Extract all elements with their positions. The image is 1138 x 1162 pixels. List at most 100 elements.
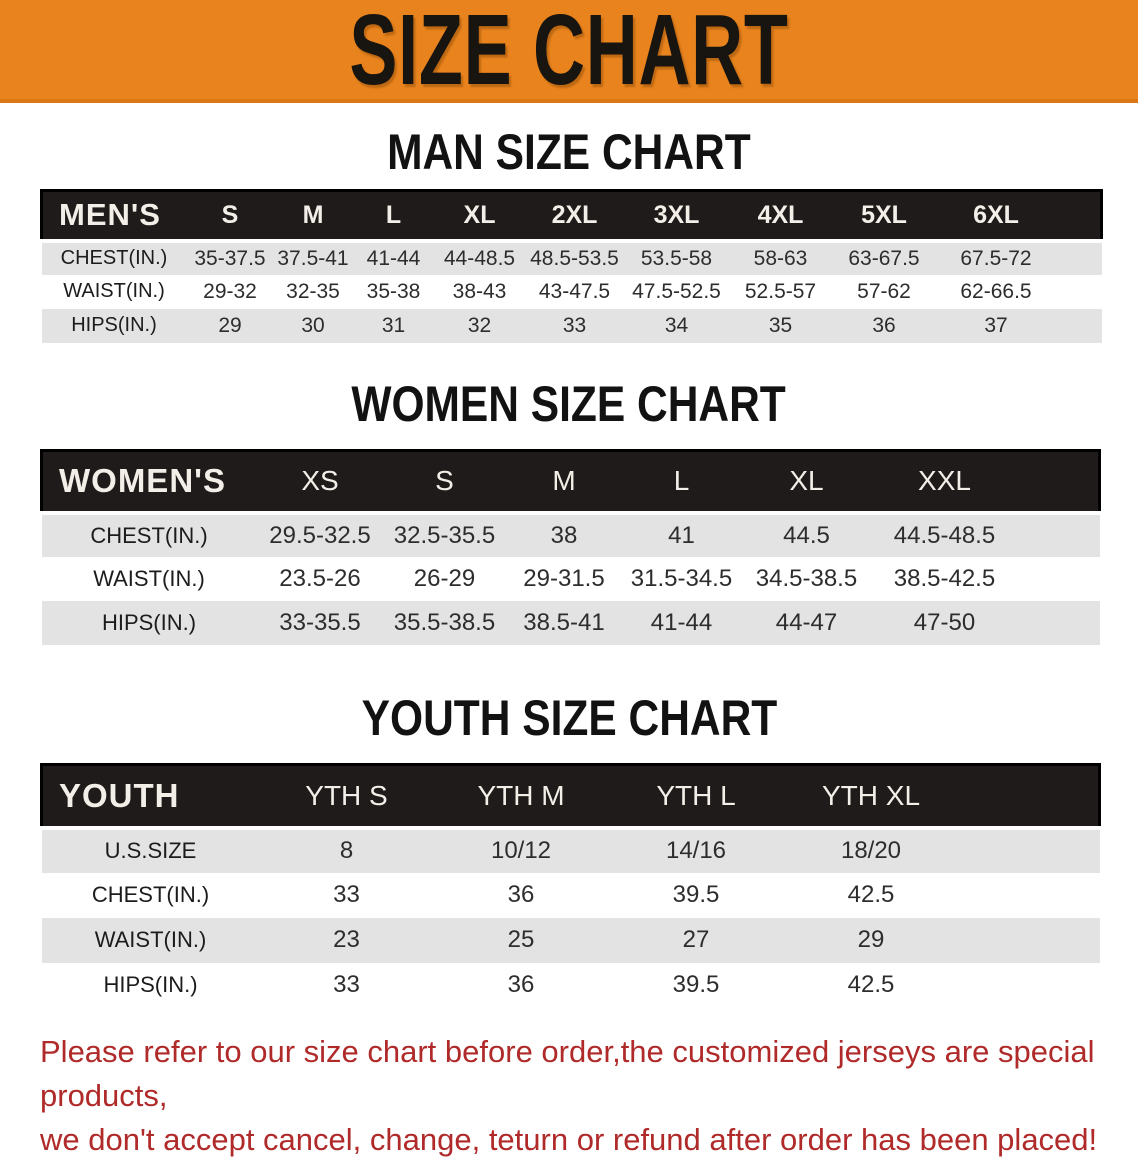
- cell-filler: [958, 827, 1100, 873]
- cell: 35: [728, 308, 833, 343]
- cell: 36: [433, 962, 609, 1008]
- men-col-2xl: 2XL: [524, 189, 625, 243]
- cell: 36: [832, 308, 936, 343]
- cell: 53.5-58: [624, 240, 729, 275]
- youth-ussize-row: U.S.SIZE 8 10/12 14/16 18/20: [41, 827, 1100, 873]
- row-label: WAIST(IN.): [41, 274, 187, 309]
- cell: 39.5: [608, 872, 784, 918]
- cell: 67.5-72: [935, 240, 1057, 275]
- men-col-xl: XL: [434, 189, 525, 243]
- women-hips-row: HIPS(IN.) 33-35.5 35.5-38.5 38.5-41 41-4…: [41, 601, 1100, 645]
- cell: 27: [608, 917, 784, 963]
- men-waist-row: WAIST(IN.) 29-32 32-35 35-38 38-43 43-47…: [41, 274, 1102, 309]
- cell: 44.5: [740, 513, 873, 557]
- youth-waist-row: WAIST(IN.) 23 25 27 29: [41, 917, 1100, 963]
- women-col-s: S: [383, 448, 506, 515]
- women-col-filler: [1016, 448, 1101, 515]
- cell: 23: [259, 917, 434, 963]
- cell: 32.5-35.5: [383, 513, 506, 557]
- row-label: WAIST(IN.): [41, 917, 260, 963]
- youth-table-header-row: YOUTH YTH S YTH M YTH L YTH XL: [40, 763, 1101, 830]
- men-size-table: MEN'S S M L XL 2XL 3XL 4XL 5XL 6XL CHEST…: [40, 189, 1103, 343]
- women-waist-row: WAIST(IN.) 23.5-26 26-29 29-31.5 31.5-34…: [41, 557, 1100, 601]
- cell: 38: [505, 513, 623, 557]
- youth-col-l: YTH L: [608, 763, 784, 830]
- women-table-header-row: WOMEN'S XS S M L XL XXL: [40, 448, 1101, 515]
- cell: 63-67.5: [832, 240, 936, 275]
- row-label: CHEST(IN.): [41, 872, 260, 918]
- cell: 41: [622, 513, 741, 557]
- cell: 44.5-48.5: [872, 513, 1017, 557]
- men-col-s: S: [186, 189, 274, 243]
- cell: 30: [273, 308, 353, 343]
- cell: 47-50: [872, 601, 1017, 645]
- cell: 10/12: [433, 827, 609, 873]
- cell: 41-44: [352, 240, 435, 275]
- women-section-heading-text: WOMEN SIZE CHART: [351, 375, 787, 432]
- cell: 32: [434, 308, 525, 343]
- men-col-3xl: 3XL: [624, 189, 729, 243]
- youth-col-xl: YTH XL: [783, 763, 959, 830]
- cell: 57-62: [832, 274, 936, 309]
- women-chest-row: CHEST(IN.) 29.5-32.5 32.5-35.5 38 41 44.…: [41, 513, 1100, 557]
- cell: 34.5-38.5: [740, 557, 873, 601]
- cell: 31.5-34.5: [622, 557, 741, 601]
- row-label: WAIST(IN.): [41, 557, 257, 601]
- cell: 23.5-26: [256, 557, 384, 601]
- cell: 36: [433, 872, 609, 918]
- men-col-5xl: 5XL: [832, 189, 936, 243]
- cell: 8: [259, 827, 434, 873]
- cell: 29-32: [186, 274, 274, 309]
- cell: 31: [352, 308, 435, 343]
- women-col-xxl: XXL: [872, 448, 1017, 515]
- women-section-heading: WOMEN SIZE CHART: [0, 379, 1138, 429]
- youth-col-filler: [958, 763, 1101, 830]
- cell: 47.5-52.5: [624, 274, 729, 309]
- men-table-title: MEN'S: [40, 189, 187, 243]
- cell: 42.5: [783, 872, 959, 918]
- disclaimer-line-1: Please refer to our size chart before or…: [40, 1033, 1095, 1113]
- youth-size-table: YOUTH YTH S YTH M YTH L YTH XL U.S.SIZE …: [40, 763, 1101, 1008]
- cell-filler: [1016, 601, 1100, 645]
- cell-filler: [958, 872, 1100, 918]
- youth-chest-row: CHEST(IN.) 33 36 39.5 42.5: [41, 872, 1100, 918]
- disclaimer-line-2: we don't accept cancel, change, teturn o…: [40, 1121, 1098, 1157]
- cell: 35-38: [352, 274, 435, 309]
- cell: 37.5-41: [273, 240, 353, 275]
- cell: 38.5-41: [505, 601, 623, 645]
- row-label: CHEST(IN.): [41, 513, 257, 557]
- cell: 14/16: [608, 827, 784, 873]
- cell: 33: [524, 308, 625, 343]
- women-table-title: WOMEN'S: [40, 448, 257, 515]
- cell: 33: [259, 872, 434, 918]
- cell-filler: [958, 917, 1100, 963]
- cell-filler: [1016, 513, 1100, 557]
- row-label: HIPS(IN.): [41, 308, 187, 343]
- cell: 29: [783, 917, 959, 963]
- cell: 41-44: [622, 601, 741, 645]
- youth-hips-row: HIPS(IN.) 33 36 39.5 42.5: [41, 962, 1100, 1008]
- cell: 35.5-38.5: [383, 601, 506, 645]
- row-label: U.S.SIZE: [41, 827, 260, 873]
- cell: 33-35.5: [256, 601, 384, 645]
- cell: 39.5: [608, 962, 784, 1008]
- cell: 52.5-57: [728, 274, 833, 309]
- cell: 18/20: [783, 827, 959, 873]
- women-size-table: WOMEN'S XS S M L XL XXL CHEST(IN.) 29.5-…: [40, 448, 1101, 645]
- cell: 32-35: [273, 274, 353, 309]
- row-label: CHEST(IN.): [41, 240, 187, 275]
- cell: 48.5-53.5: [524, 240, 625, 275]
- men-section-heading: MAN SIZE CHART: [0, 127, 1138, 177]
- men-col-filler: [1056, 189, 1103, 243]
- men-chest-row: CHEST(IN.) 35-37.5 37.5-41 41-44 44-48.5…: [41, 240, 1102, 275]
- cell-filler: [1056, 308, 1102, 343]
- youth-col-s: YTH S: [259, 763, 434, 830]
- men-hips-row: HIPS(IN.) 29 30 31 32 33 34 35 36 37: [41, 308, 1102, 343]
- cell: 29-31.5: [505, 557, 623, 601]
- cell-filler: [1016, 557, 1100, 601]
- men-col-6xl: 6XL: [935, 189, 1057, 243]
- men-table-header-row: MEN'S S M L XL 2XL 3XL 4XL 5XL 6XL: [40, 189, 1103, 243]
- cell: 37: [935, 308, 1057, 343]
- youth-section-heading-text: YOUTH SIZE CHART: [361, 690, 777, 746]
- cell-filler: [1056, 240, 1102, 275]
